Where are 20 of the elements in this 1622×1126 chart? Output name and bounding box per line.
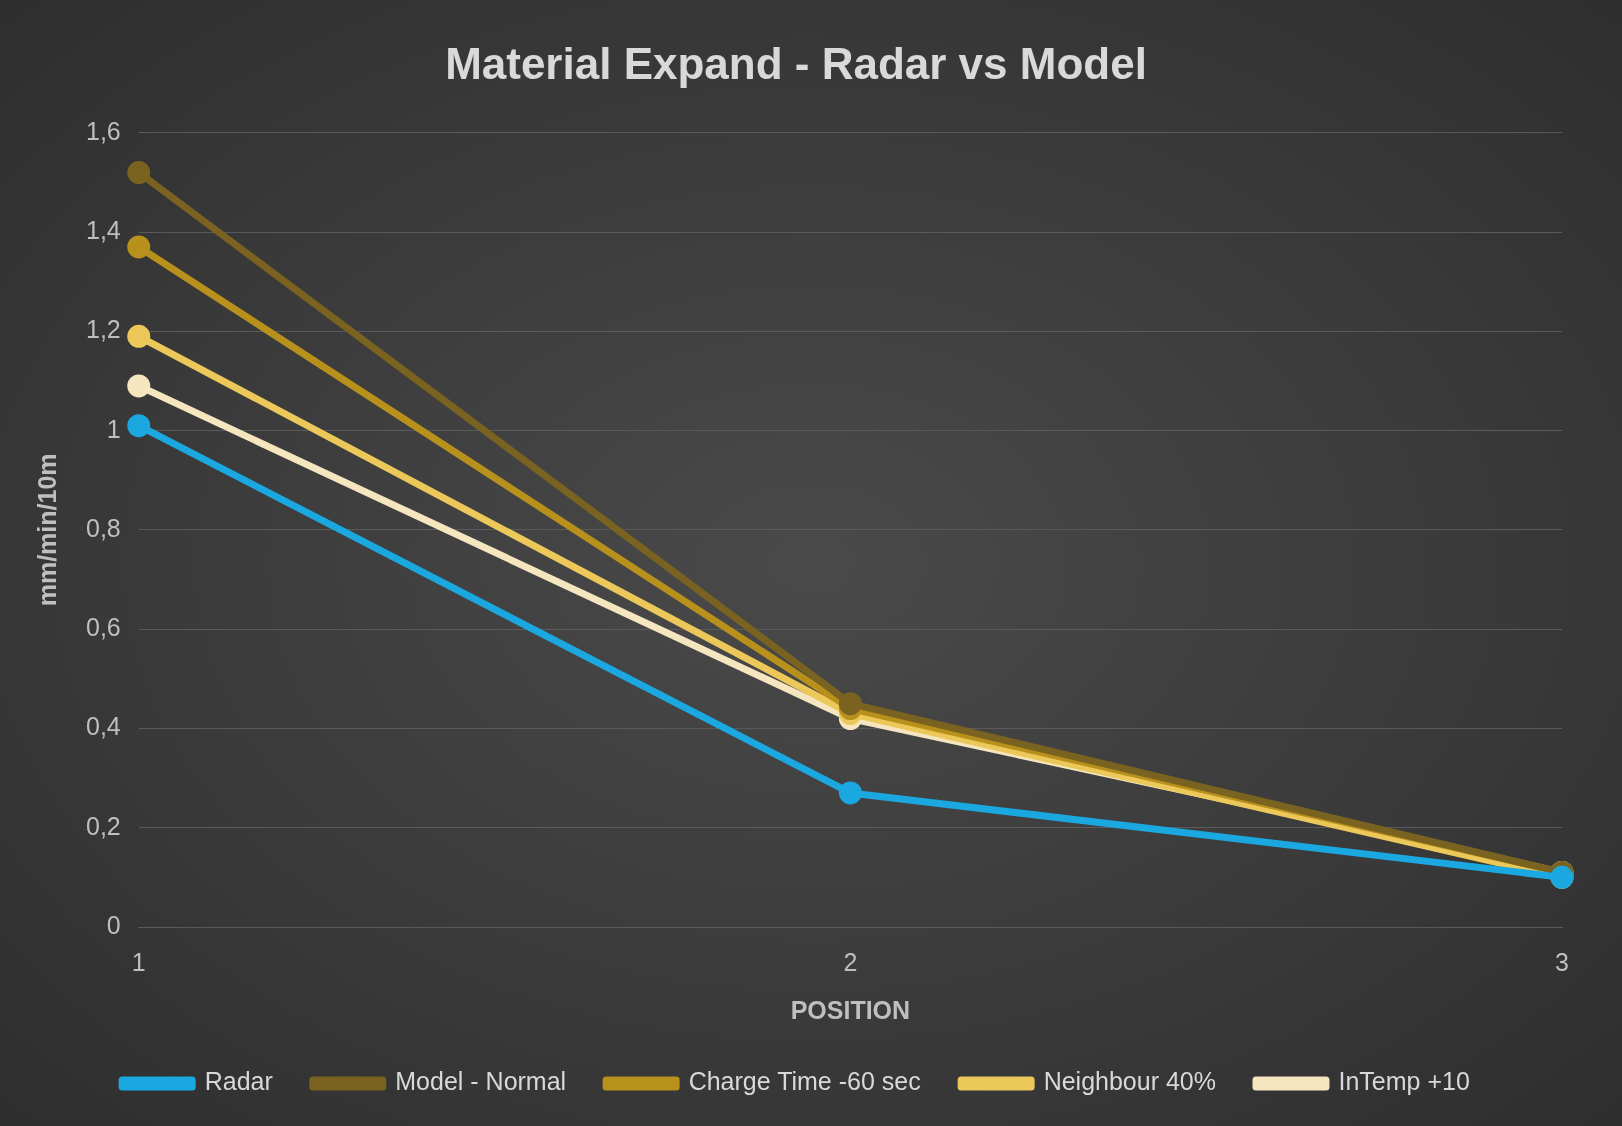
y-tick-label: 0,8 <box>85 513 121 542</box>
x-tick-label: 2 <box>843 947 858 976</box>
y-tick-label: 1,2 <box>85 315 121 344</box>
legend-label: Charge Time -60 sec <box>688 1067 921 1096</box>
x-tick-label: 1 <box>131 947 146 976</box>
legend-label: Radar <box>204 1067 273 1096</box>
legend-label: Neighbour 40% <box>1043 1067 1216 1096</box>
x-tick-label: 3 <box>1555 947 1569 976</box>
y-tick-label: 1,6 <box>85 116 121 145</box>
x-axis-title: POSITION <box>790 995 911 1024</box>
y-tick-label: 0,6 <box>85 613 121 642</box>
y-axis-title: mm/min/10m <box>32 453 61 607</box>
y-tick-label: 0,4 <box>85 712 121 741</box>
y-tick-label: 1,4 <box>85 215 121 244</box>
y-tick-label: 0,2 <box>85 811 121 840</box>
legend-label: Model - Normal <box>395 1067 567 1096</box>
legend-label: InTemp +10 <box>1338 1067 1470 1096</box>
chart-title: Material Expand - Radar vs Model <box>445 38 1147 88</box>
y-tick-label: 0 <box>106 910 121 939</box>
y-tick-label: 1 <box>106 414 121 443</box>
